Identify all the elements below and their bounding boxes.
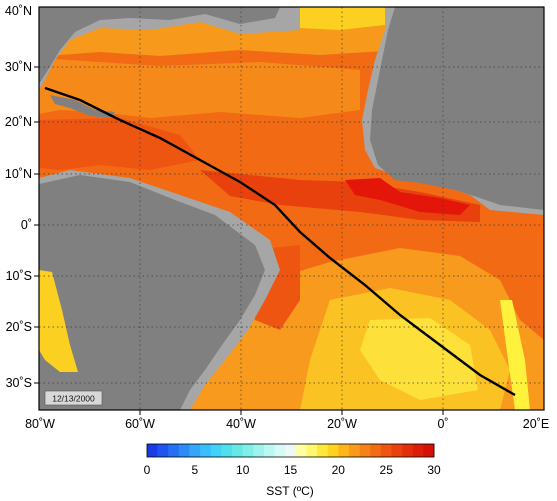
colorbar-swatch (263, 444, 275, 457)
sst-colorbar: 0 5 10 15 20 25 30 SST (ºC) (144, 443, 441, 498)
colorbar-tick-25: 25 (380, 463, 394, 477)
benguela-cold-strip (500, 300, 530, 410)
colorbar-swatch (327, 444, 339, 457)
north-warm-mid (39, 58, 360, 118)
colorbar-swatch (210, 444, 222, 457)
colorbar-swatch (232, 444, 243, 457)
lon-label-40w: 40˚W (226, 417, 256, 431)
colorbar-swatch (402, 444, 414, 457)
colorbar-swatch (253, 444, 265, 457)
colorbar-swatch (189, 444, 201, 457)
colorbar-swatch (391, 444, 403, 457)
colorbar-swatch (306, 444, 318, 457)
colorbar-swatch (200, 444, 212, 457)
colorbar-swatch (147, 444, 158, 457)
colorbar-swatch (423, 444, 435, 457)
guinea-gulf-hot-patch (345, 178, 470, 215)
colorbar-tick-20: 20 (332, 463, 346, 477)
graticule (39, 7, 544, 410)
lat-label-30n: 30˚N (5, 60, 32, 74)
colorbar-swatch (221, 444, 233, 457)
axis-ticks (34, 66, 444, 415)
colorbar-swatch (157, 444, 169, 457)
lat-label-40n: 40˚N (5, 4, 32, 18)
colorbar-swatch (359, 444, 371, 457)
land-north-america (39, 7, 280, 84)
latitude-labels: 40˚N 30˚N 20˚N 10˚N 0˚ 10˚S 20˚S 30˚S (5, 4, 32, 390)
lon-label-0: 0˚ (437, 417, 448, 431)
lon-label-20e: 20˚E (523, 417, 549, 431)
shelf-north-america (39, 7, 300, 90)
map-panel: 12/13/2000 (39, 7, 544, 410)
lon-label-60w: 60˚W (125, 417, 155, 431)
colorbar-swatch (317, 444, 328, 457)
caribbean-warm-region (39, 118, 200, 170)
land-caribbean-islands (50, 95, 115, 118)
lat-label-20s: 20˚S (6, 320, 32, 334)
colorbar-swatch (242, 444, 254, 457)
colorbar-tick-labels: 0 5 10 15 20 25 30 (144, 463, 441, 477)
colorbar-swatch (285, 444, 297, 457)
colorbar-swatch (412, 444, 424, 457)
lat-label-0: 0˚ (21, 218, 32, 232)
lat-label-20n: 20˚N (5, 115, 32, 129)
colorbar-swatch (168, 444, 180, 457)
lat-label-10n: 10˚N (5, 167, 32, 181)
colorbar-swatch (370, 444, 382, 457)
colorbar-tick-0: 0 (144, 463, 151, 477)
colorbar-swatch (380, 444, 392, 457)
colorbar-tick-30: 30 (427, 463, 441, 477)
colorbar-title: SST (ºC) (266, 484, 314, 498)
lon-label-20w: 20˚W (327, 417, 357, 431)
lat-label-10s: 10˚S (6, 269, 32, 283)
lat-label-30s: 30˚S (6, 376, 32, 390)
longitude-labels: 80˚W 60˚W 40˚W 20˚W 0˚ 20˚E (25, 417, 549, 431)
colorbar-tick-15: 15 (284, 463, 298, 477)
date-stamp: 12/13/2000 (44, 390, 103, 406)
pacific-cool-coastal (39, 270, 78, 372)
colorbar-swatch (274, 444, 286, 457)
colorbar-swatch (178, 444, 190, 457)
land-africa (370, 7, 544, 210)
south-yellow-region (360, 318, 478, 400)
land-south-america (39, 175, 265, 410)
lon-label-80w: 80˚W (25, 417, 55, 431)
cruise-track-line (44, 86, 516, 397)
colorbar-swatches (147, 444, 435, 457)
colorbar-swatch (348, 444, 360, 457)
date-stamp-text: 12/13/2000 (52, 394, 95, 404)
colorbar-tick-5: 5 (191, 463, 198, 477)
colorbar-frame (146, 443, 435, 458)
colorbar-swatch (295, 444, 307, 457)
colorbar-tick-10: 10 (236, 463, 250, 477)
colorbar-swatch (338, 444, 350, 457)
map-frame (38, 6, 545, 411)
